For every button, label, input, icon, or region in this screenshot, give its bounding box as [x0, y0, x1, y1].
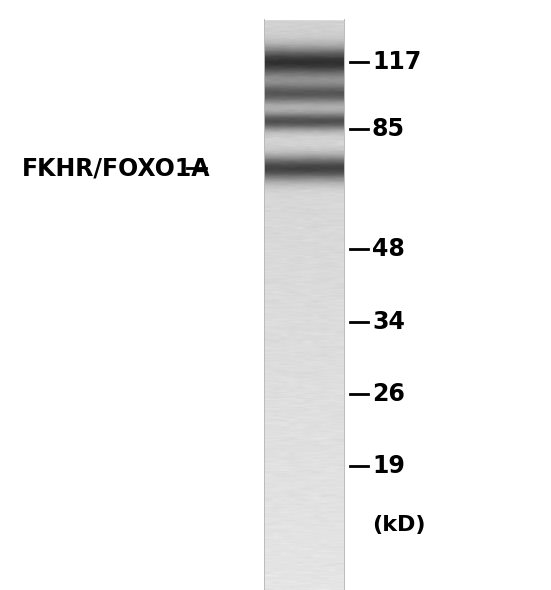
Text: 34: 34	[372, 310, 405, 333]
Text: 26: 26	[372, 382, 405, 406]
Text: 117: 117	[372, 50, 421, 74]
Text: 48: 48	[372, 237, 405, 261]
Text: FKHR/FOXO1A: FKHR/FOXO1A	[22, 156, 210, 180]
Text: 19: 19	[372, 454, 405, 478]
Text: (kD): (kD)	[372, 515, 425, 535]
Text: 85: 85	[372, 117, 405, 140]
